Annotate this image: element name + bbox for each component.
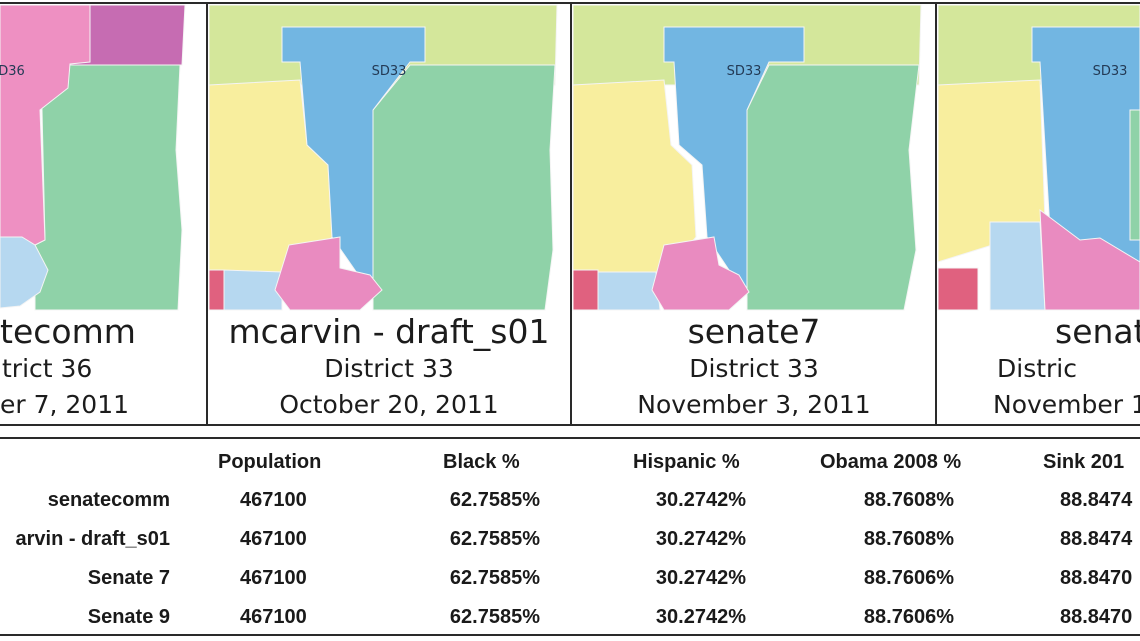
plan-date: November 3, 2011 [637, 390, 871, 419]
column-header: Population [218, 451, 322, 473]
district-region-pink [1039, 208, 1140, 311]
plan-district: Distric [997, 354, 1077, 383]
map-panel-3: SD33 [572, 4, 922, 311]
row-plan-name: Senate 9 [87, 606, 170, 628]
row-plan-name: Senate 7 [87, 567, 170, 589]
map-panel-2: SD33 [208, 4, 558, 311]
panel-divider [935, 2, 937, 426]
panel-divider [570, 2, 572, 426]
map-district-label: SD33 [727, 64, 762, 79]
table-cell: 88.8470 [1060, 567, 1133, 589]
table-cell: 62.7585% [449, 489, 540, 511]
district-region-green [372, 64, 556, 311]
demographics-table: Population Black % Hispanic % Obama 2008… [0, 437, 1140, 637]
table-cell: 88.8474 [1060, 528, 1133, 550]
map-district-label: SD33 [1093, 64, 1128, 79]
row-plan-name: arvin - draft_s01 [15, 528, 170, 550]
table-bottom-border [0, 634, 1140, 636]
table-cell: 88.8470 [1060, 606, 1133, 628]
frame-bottom-border [0, 424, 1140, 426]
plan-title: senate7 [687, 312, 821, 351]
plan-date: er 7, 2011 [0, 390, 130, 419]
plan-district: District 33 [324, 354, 454, 383]
table-cell: 467100 [240, 528, 307, 550]
plan-district: trict 36 [2, 354, 93, 383]
district-region-light-blue [989, 221, 1046, 311]
district-region-red [937, 267, 979, 311]
district-region-green [34, 64, 183, 311]
table-cell: 88.8474 [1060, 489, 1133, 511]
plan-date: October 20, 2011 [279, 390, 499, 419]
district-region-green [1129, 109, 1140, 241]
map-district-label: SD33 [372, 64, 407, 79]
plan-title: senat [1055, 312, 1140, 351]
row-plan-name: senatecomm [47, 489, 170, 511]
panel-divider [206, 2, 208, 426]
table-cell: 467100 [240, 489, 307, 511]
plan-date: November 1 [993, 390, 1140, 419]
district-region-light-blue [597, 271, 661, 311]
column-header: Black % [443, 451, 520, 473]
table-cell: 30.2742% [655, 489, 746, 511]
table-cell: 62.7585% [449, 528, 540, 550]
column-header: Sink 201 [1043, 451, 1125, 473]
map-panel-1: SD36 [0, 4, 186, 311]
district-region-light-blue [223, 269, 283, 311]
table-cell: 88.7608% [863, 528, 954, 550]
column-header: Hispanic % [633, 451, 740, 473]
table-cell: 88.7606% [863, 606, 954, 628]
district-region-pink [274, 236, 383, 311]
map-district-label: SD36 [0, 64, 25, 79]
plan-title: tecomm [0, 312, 136, 351]
column-header: Obama 2008 % [820, 451, 962, 473]
plan-district: District 33 [689, 354, 819, 383]
table-cell: 30.2742% [655, 528, 746, 550]
district-region-light-blue [0, 236, 49, 309]
district-region-red [572, 269, 599, 311]
table-cell: 62.7585% [449, 606, 540, 628]
plan-title: mcarvin - draft_s01 [228, 312, 550, 351]
district-region-green [746, 64, 920, 311]
district-maps: SD36 SD33 SD33 SD33 [0, 4, 1140, 311]
table-cell: 467100 [240, 606, 307, 628]
table-cell: 30.2742% [655, 606, 746, 628]
table-cell: 62.7585% [449, 567, 540, 589]
district-region-pink [651, 236, 750, 311]
table-cell: 88.7608% [863, 489, 954, 511]
table-top-border [0, 437, 1140, 439]
table-cell: 30.2742% [655, 567, 746, 589]
table-cell: 467100 [240, 567, 307, 589]
map-panel-4: SD33 [937, 4, 1140, 311]
table-cell: 88.7606% [863, 567, 954, 589]
district-region-red [208, 269, 225, 311]
